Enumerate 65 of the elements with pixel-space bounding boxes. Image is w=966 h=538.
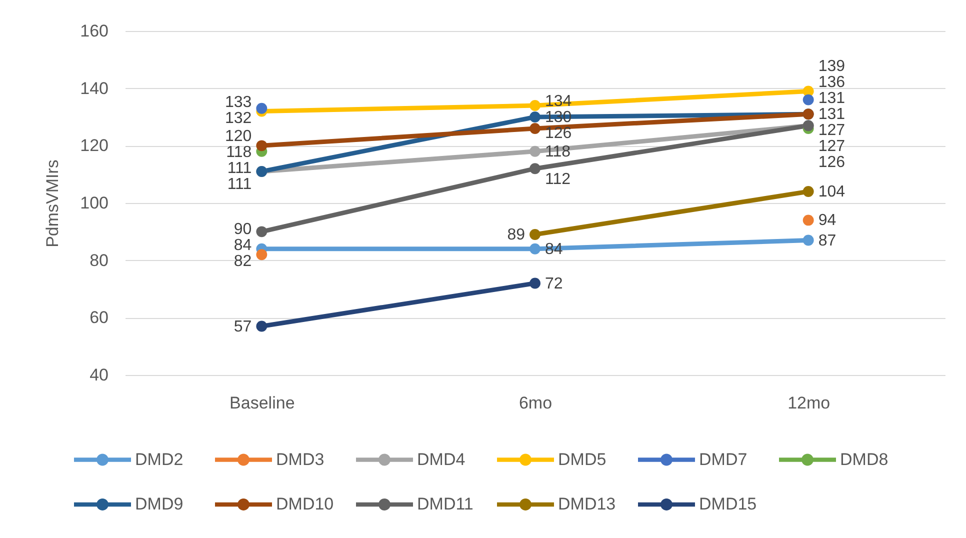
data-label: 136 xyxy=(818,74,846,92)
y-tick-label: 40 xyxy=(90,366,108,384)
y-axis-title: PdmsVMIrs xyxy=(43,160,62,248)
legend-label: DMD4 xyxy=(417,450,466,469)
point xyxy=(530,278,540,289)
point xyxy=(530,123,540,134)
point xyxy=(530,229,540,240)
y-tick-label: 100 xyxy=(80,194,108,212)
data-label: 111 xyxy=(227,160,252,177)
point xyxy=(530,243,540,254)
point xyxy=(530,163,540,174)
data-label: 90 xyxy=(234,221,252,238)
data-label: 111 xyxy=(227,176,252,193)
data-label: 133 xyxy=(224,94,252,111)
data-label: 57 xyxy=(234,318,252,336)
y-tick-label: 80 xyxy=(90,250,108,270)
legend-label: DMD11 xyxy=(417,494,474,514)
legend-label: DMD8 xyxy=(840,450,888,469)
legend-label: DMD13 xyxy=(558,494,616,514)
data-label: 134 xyxy=(545,93,572,110)
point xyxy=(802,94,814,106)
legend-label: DMD10 xyxy=(276,494,334,514)
data-label: 87 xyxy=(818,232,836,250)
point xyxy=(530,100,540,111)
data-label: 139 xyxy=(818,58,846,76)
legend-label: DMD15 xyxy=(699,494,757,514)
legend-label: DMD5 xyxy=(558,450,606,469)
data-label: 127 xyxy=(818,138,846,156)
point xyxy=(256,102,268,114)
y-tick-label: 160 xyxy=(80,22,108,40)
data-label: 131 xyxy=(818,106,846,124)
legend-label: DMD2 xyxy=(135,450,184,469)
data-label: 112 xyxy=(545,171,571,188)
point xyxy=(530,146,540,157)
data-label: 82 xyxy=(234,253,252,270)
point xyxy=(802,234,814,246)
point xyxy=(802,186,814,197)
legend-label: DMD3 xyxy=(276,450,324,469)
point xyxy=(256,320,268,332)
data-label: 126 xyxy=(545,125,572,142)
x-tick-label: 12mo xyxy=(788,394,830,412)
point xyxy=(256,140,268,152)
x-tick-label: 6mo xyxy=(518,394,552,412)
data-label: 72 xyxy=(545,275,563,292)
data-label: 126 xyxy=(818,154,846,172)
data-label: 89 xyxy=(507,226,526,244)
x-tick-label: Baseline xyxy=(230,394,295,412)
point xyxy=(530,112,540,122)
data-label: 120 xyxy=(224,128,252,145)
data-label: 94 xyxy=(818,212,836,230)
data-label: 118 xyxy=(545,143,571,160)
data-label: 84 xyxy=(234,237,252,254)
data-label: 127 xyxy=(818,122,846,140)
point xyxy=(256,226,268,238)
legend-label: DMD7 xyxy=(699,450,748,469)
point xyxy=(256,249,268,260)
point xyxy=(802,214,814,226)
y-tick-label: 140 xyxy=(80,78,108,98)
data-label: 132 xyxy=(224,110,252,127)
y-tick-label: 120 xyxy=(80,136,108,156)
y-tick-label: 60 xyxy=(90,308,108,328)
data-label: 104 xyxy=(818,184,846,201)
legend-label: DMD9 xyxy=(135,494,184,514)
data-label: 118 xyxy=(226,144,252,161)
data-label: 131 xyxy=(818,90,846,108)
